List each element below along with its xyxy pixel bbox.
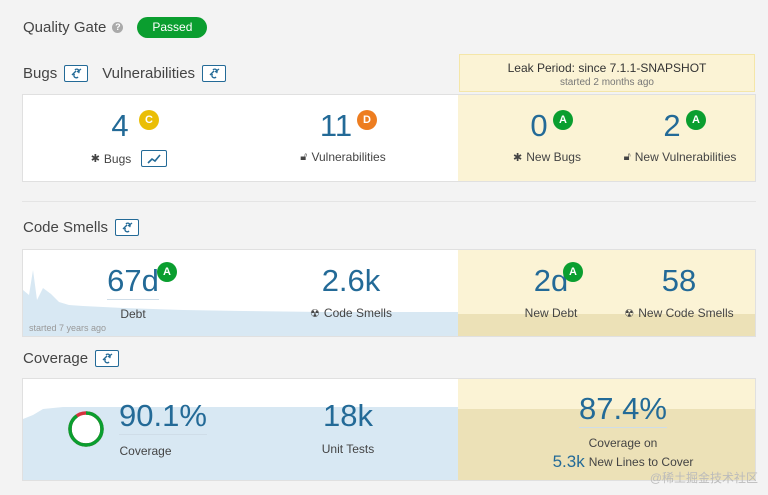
quality-gate-title: Quality Gate	[23, 18, 107, 36]
leak-period-subtitle: started 2 months ago	[560, 77, 654, 88]
leak-coverage-chart	[458, 409, 755, 480]
chart-icon	[147, 153, 161, 164]
code-smells-value[interactable]: 2.6k	[321, 263, 381, 298]
new-debt-value[interactable]: 2d	[533, 263, 569, 298]
vulnerabilities-section-title: Vulnerabilities	[102, 65, 196, 82]
dashboard: Quality Gate ? Passed Bugs Vulnerabiliti…	[4, 4, 764, 491]
history-started-label: started 7 years ago	[29, 323, 107, 333]
coverage-measure: 90.1% Coverage	[113, 399, 213, 458]
lock-icon: 🔓︎	[300, 150, 308, 163]
new-vulnerabilities-label-row: 🔓︎ New Vulnerabilities	[615, 150, 745, 164]
bug-icon: ✱	[513, 151, 523, 164]
bugs-label-row: ✱ Bugs	[85, 150, 173, 167]
code-smells-panel: 67d A Debt 2.6k ☢ Code Smells 2d A New D…	[22, 249, 756, 337]
coverage-section-header: Coverage	[23, 350, 120, 367]
quality-gate-row: Quality Gate ? Passed	[23, 16, 208, 38]
debt-label: Debt	[120, 307, 146, 321]
vulnerabilities-label: Vulnerabilities	[311, 150, 386, 164]
bugs-value[interactable]: 4	[111, 108, 129, 143]
new-debt-label: New Debt	[524, 306, 578, 320]
watermark: @稀土掘金技术社区	[649, 471, 758, 485]
lock-icon: 🔓︎	[623, 150, 631, 163]
link-icon	[209, 68, 219, 79]
code-smell-icon: ☢	[310, 307, 320, 320]
unit-tests-label: Unit Tests	[321, 442, 375, 456]
new-vulnerabilities-value[interactable]: 2	[663, 108, 681, 143]
new-debt-measure: 2d A New Debt	[509, 262, 609, 320]
coverage-link-button[interactable]	[95, 350, 120, 367]
new-lines-label: New Lines to Cover	[588, 455, 694, 469]
code-smells-label: Code Smells	[323, 306, 392, 320]
bugs-rating[interactable]: C	[139, 110, 159, 130]
debt-value[interactable]: 67d	[107, 263, 159, 300]
new-coverage-label: Coverage on	[588, 436, 658, 450]
coverage-section-title: Coverage	[23, 350, 89, 367]
section-divider	[22, 201, 756, 202]
unit-tests-value[interactable]: 18k	[323, 398, 373, 433]
vulnerabilities-rating[interactable]: D	[357, 110, 377, 130]
debt-measure: 67d A Debt	[91, 262, 191, 321]
new-vulnerabilities-measure: 2 A 🔓︎ New Vulnerabilities	[615, 108, 745, 165]
leak-debt-chart	[458, 314, 755, 336]
bugs-chart-button[interactable]	[141, 150, 168, 167]
code-smells-link-button[interactable]	[115, 219, 140, 236]
code-smells-label-row: ☢ Code Smells	[286, 306, 416, 320]
new-debt-rating[interactable]: A	[563, 262, 583, 282]
coverage-history-chart	[23, 407, 459, 480]
new-bugs-measure: 0 A ✱ New Bugs	[497, 108, 597, 165]
debt-rating[interactable]: A	[157, 262, 177, 282]
code-smell-icon: ☢	[624, 307, 635, 320]
vulnerabilities-measure: 11 D 🔓︎ Vulnerabilities	[278, 108, 408, 165]
new-lines-value[interactable]: 5.3k	[552, 452, 585, 471]
leak-area	[458, 95, 755, 181]
help-icon[interactable]: ?	[112, 21, 124, 33]
new-bugs-rating[interactable]: A	[553, 110, 573, 130]
coverage-donut-chart	[68, 411, 104, 447]
coverage-donut-arc	[68, 411, 104, 447]
coverage-label: Coverage	[119, 444, 172, 458]
code-smells-measure: 2.6k ☢ Code Smells	[286, 263, 416, 321]
debt-history-chart	[23, 270, 459, 336]
link-icon	[71, 68, 82, 79]
vulnerabilities-value[interactable]: 11	[319, 108, 353, 143]
new-code-smells-label-row: ☢ New Code Smells	[601, 306, 755, 320]
new-code-smells-value[interactable]: 58	[661, 263, 697, 298]
vulnerabilities-label-row: 🔓︎ Vulnerabilities	[278, 150, 408, 164]
coverage-panel: 90.1% Coverage 18k Unit Tests 87.4% Cove…	[22, 378, 756, 481]
bugs-section-header: Bugs Vulnerabilities	[23, 65, 227, 82]
link-icon	[122, 222, 132, 233]
bugs-measure: 4 C ✱ Bugs	[85, 109, 173, 167]
new-coverage-measure: 87.4% Coverage on 5.3k New Lines to Cove…	[538, 392, 708, 472]
new-coverage-value[interactable]: 87.4%	[579, 391, 667, 428]
new-code-smells-label: New Code Smells	[638, 306, 734, 320]
bugs-panel: 4 C ✱ Bugs 11 D 🔓︎ Vulnerabilities 0 A ✱	[22, 94, 756, 182]
bug-icon: ✱	[90, 153, 100, 165]
bugs-link-button[interactable]	[64, 65, 89, 82]
coverage-value[interactable]: 90.1%	[119, 398, 207, 435]
new-vulnerabilities-label: New Vulnerabilities	[634, 150, 737, 164]
new-bugs-label-row: ✱ New Bugs	[497, 150, 597, 164]
unit-tests-measure: 18k Unit Tests	[298, 398, 398, 457]
code-smells-section-title: Code Smells	[23, 219, 109, 236]
code-smells-section-header: Code Smells	[23, 219, 140, 236]
bugs-section-title: Bugs	[23, 65, 58, 82]
leak-period-header: Leak Period: since 7.1.1-SNAPSHOT starte…	[459, 54, 755, 92]
leak-period-title: Leak Period: since 7.1.1-SNAPSHOT	[507, 61, 707, 75]
link-icon	[102, 353, 112, 364]
new-bugs-label: New Bugs	[526, 150, 581, 164]
new-bugs-value[interactable]: 0	[530, 108, 548, 143]
vulnerabilities-link-button[interactable]	[202, 65, 227, 82]
quality-gate-status-badge: Passed	[137, 16, 208, 38]
bugs-label: Bugs	[103, 151, 132, 166]
new-code-smells-measure: 58 ☢ New Code Smells	[617, 263, 755, 321]
new-lines-row: 5.3k New Lines to Cover	[538, 452, 708, 472]
new-vulnerabilities-rating[interactable]: A	[686, 110, 706, 130]
